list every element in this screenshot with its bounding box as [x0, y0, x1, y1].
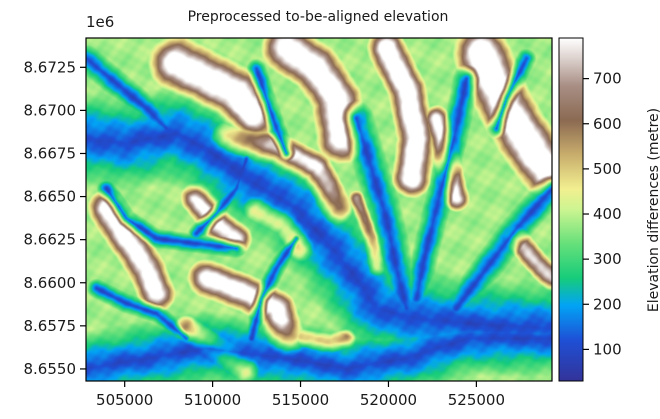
x-tick-label: 510000 [184, 391, 241, 409]
colorbar-tick-label: 100 [593, 340, 622, 358]
colorbar-tick-label: 400 [593, 205, 622, 223]
y-tick-label: 8.6600 [24, 274, 77, 292]
colorbar-label: Elevation differences (metre) [646, 108, 660, 312]
x-tick-label: 525000 [448, 391, 505, 409]
y-tick-label: 8.6650 [24, 188, 77, 206]
y-axis: 8.6550 8.6575 8.6600 8.6625 8.6650 8.6675 8.67… [24, 58, 86, 378]
x-axis: 505000 510000 515000 520000 525000 [96, 381, 505, 409]
colorbar-tick-label: 700 [593, 70, 622, 88]
y-tick-label: 8.6700 [24, 101, 77, 119]
x-tick-label: 515000 [272, 391, 329, 409]
colorbar [558, 37, 584, 382]
plot-frame [85, 37, 553, 382]
x-tick-label: 505000 [96, 391, 153, 409]
y-tick-label: 8.6575 [24, 317, 77, 335]
y-tick-label: 8.6675 [24, 144, 77, 162]
x-tick-label: 520000 [360, 391, 417, 409]
y-axis-offset-label: 1e6 [86, 13, 114, 31]
heatmap-image [86, 38, 552, 381]
colorbar-tick-label: 600 [593, 115, 622, 133]
y-tick-label: 8.6550 [24, 360, 77, 378]
y-tick-label: 8.6725 [24, 58, 77, 76]
chart-title: Preprocessed to-be-aligned elevation [188, 9, 449, 25]
colorbar-tick-label: 300 [593, 250, 622, 268]
y-tick-label: 8.6625 [24, 231, 77, 249]
colorbar-tick-label: 200 [593, 295, 622, 313]
colorbar-tick-label: 500 [593, 160, 622, 178]
colorbar-axis: 100 200 300 400 500 600 700 [583, 70, 622, 358]
